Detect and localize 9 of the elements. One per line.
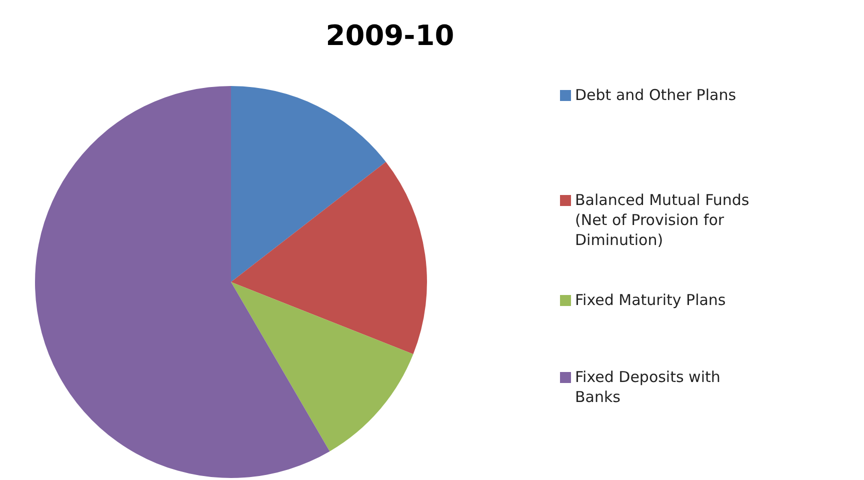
pie-slice (231, 162, 427, 354)
legend-label: Fixed Deposits with Banks (575, 368, 720, 406)
pie-slice (231, 86, 386, 282)
legend-label: Debt and Other Plans (575, 86, 736, 104)
pie-slice (231, 282, 414, 452)
chart-title: 2009-10 (326, 19, 454, 52)
legend-label: Balanced Mutual Funds (Net of Provision for Diminution) (575, 191, 750, 249)
pie-slice (35, 86, 330, 478)
legend-label: Fixed Maturity Plans (575, 291, 726, 309)
